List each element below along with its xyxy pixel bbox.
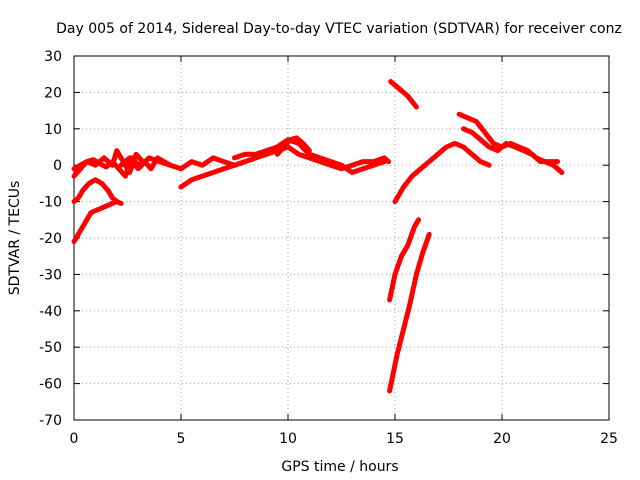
x-tick-label: 15: [386, 431, 404, 447]
series-track-9: [388, 79, 419, 110]
y-tick-label: -40: [39, 304, 62, 320]
y-tick-labels: 30 20 10 0 -10 -20 -30 -40 -50 -60 -70: [39, 49, 62, 429]
series-track-7: [232, 137, 387, 175]
y-tick-label: 0: [53, 158, 62, 174]
y-tick-label: 20: [44, 85, 62, 101]
x-tick-label: 5: [177, 431, 186, 447]
chart-title: Day 005 of 2014, Sidereal Day-to-day VTE…: [56, 21, 622, 37]
y-tick-label: -60: [39, 377, 62, 393]
y-tick-label: -20: [39, 231, 62, 247]
y-tick-label: -30: [39, 267, 62, 283]
grid: [74, 56, 609, 420]
series-track-10: [392, 140, 492, 205]
series-track-3: [71, 177, 120, 205]
series-track-4: [71, 199, 124, 245]
data-series: [71, 79, 565, 394]
y-tick-label: 30: [44, 49, 62, 65]
x-tick-label: 20: [493, 431, 511, 447]
series-track-8: [274, 135, 312, 157]
y-tick-label: -70: [39, 413, 62, 429]
series-track-14: [461, 126, 561, 165]
series-track-12: [387, 231, 432, 394]
x-tick-labels: 0 5 10 15 20 25: [70, 431, 618, 447]
series-track-6: [178, 144, 392, 190]
x-tick-label: 0: [70, 431, 79, 447]
y-tick-label: -10: [39, 195, 62, 211]
series-track-2: [71, 148, 145, 179]
x-tick-label: 25: [600, 431, 618, 447]
y-axis-label: SDTVAR / TECUs: [7, 181, 23, 296]
y-tick-label: 10: [44, 122, 62, 138]
x-axis-label: GPS time / hours: [281, 459, 398, 475]
x-tick-label: 10: [279, 431, 297, 447]
y-tick-label: -50: [39, 340, 62, 356]
series-track-11: [387, 217, 421, 303]
series-track-5: [118, 155, 248, 172]
